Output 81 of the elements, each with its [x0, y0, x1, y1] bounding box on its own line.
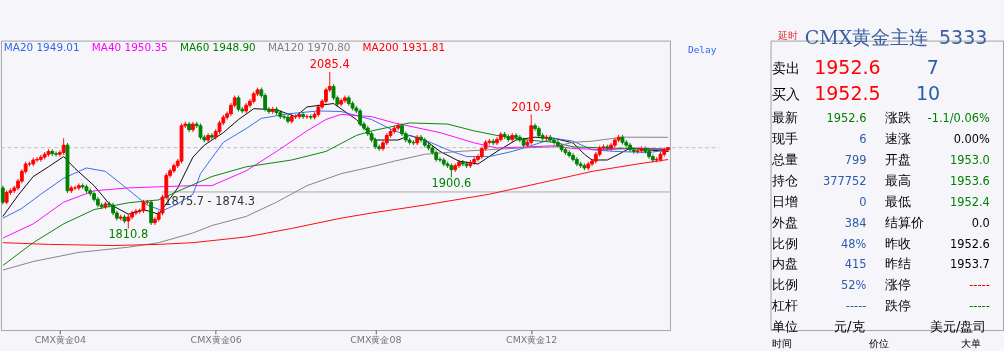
text: 5333	[939, 26, 988, 49]
annotation: 2010.9	[511, 99, 552, 114]
annotation: 1810.8	[108, 227, 149, 242]
text: 元/克	[834, 319, 865, 335]
text: 涨停	[885, 277, 912, 293]
text: 杠杆	[771, 298, 799, 314]
candlestick	[76, 182, 81, 191]
candlestick	[54, 150, 58, 158]
candlestick	[210, 132, 214, 140]
text: 799	[844, 153, 867, 167]
text: 日增	[772, 193, 799, 209]
text: 1953.7	[949, 257, 990, 272]
text: 415	[844, 257, 867, 272]
text: 1952.5	[814, 82, 881, 105]
text: 0	[859, 194, 867, 209]
text: 1952.6	[814, 55, 881, 78]
text: 0.0	[971, 215, 990, 230]
x-tick-label: CMX黄金04	[34, 333, 87, 345]
text: 384	[844, 215, 867, 230]
text: 单位	[772, 319, 799, 335]
candlestick	[149, 199, 153, 226]
text: MA20 1949.01	[3, 41, 80, 54]
text: 52%	[841, 278, 867, 293]
text: -----	[969, 299, 990, 314]
text: Delay	[687, 43, 717, 55]
text: 总量	[771, 152, 799, 167]
text: 10	[916, 82, 941, 105]
text: -----	[845, 299, 867, 314]
text: 6	[859, 132, 867, 147]
candlestick	[282, 113, 287, 120]
text: CMX黄金主连	[804, 26, 929, 49]
text: 结算价	[885, 214, 925, 230]
x-tick-label: CMX黄金06	[190, 333, 242, 345]
text: 7	[926, 55, 939, 78]
text: 买入	[772, 86, 801, 103]
text: 现手	[772, 131, 799, 147]
text: 速涨	[885, 131, 912, 147]
text: MA60 1948.90	[179, 41, 256, 54]
text: 比例	[772, 277, 799, 293]
text: 昨收	[885, 235, 912, 251]
text: 1952.6	[949, 236, 990, 251]
candlestick	[571, 152, 575, 163]
text: 昨结	[885, 256, 912, 272]
text: 1953.6	[949, 173, 990, 188]
text: 涨跌	[885, 110, 912, 126]
text: 跌停	[885, 298, 912, 314]
text: 延时	[776, 28, 798, 41]
annotation: 1900.6	[431, 175, 472, 190]
text: 比例	[772, 235, 799, 251]
text: MA120 1970.80	[267, 41, 351, 54]
text: MA200 1931.81	[362, 41, 446, 54]
text: 持仓	[772, 172, 799, 188]
text: -----	[969, 278, 990, 293]
text: 开盘	[885, 152, 912, 167]
candlestick	[0, 185, 5, 205]
text: 0.00%	[953, 132, 990, 147]
text: 1952.6	[826, 111, 867, 126]
text: 最高	[885, 172, 912, 188]
text: 377752	[822, 173, 867, 188]
annotation: 2085.4	[309, 57, 350, 72]
text: MA40 1950.35	[91, 41, 168, 54]
text: 美元/盘司	[929, 319, 987, 335]
x-tick-label: CMX黄金08	[350, 333, 402, 345]
text: 大单	[960, 337, 981, 350]
text: 外盘	[772, 214, 799, 230]
x-tick-label: CMX黄金12	[506, 333, 558, 345]
text: 内盘	[772, 256, 799, 272]
text: 48%	[841, 236, 867, 251]
text: 时间	[772, 337, 793, 350]
text: 1953.0	[949, 153, 990, 167]
text: -1.1/0.06%	[927, 111, 990, 126]
text: 最新	[772, 110, 799, 126]
candlestick	[35, 156, 39, 163]
text: 1952.4	[949, 194, 990, 209]
candlestick	[263, 92, 268, 112]
candlestick	[301, 111, 306, 120]
text: 最低	[885, 193, 912, 209]
text: 价位	[867, 337, 889, 350]
text: 卖出	[772, 59, 801, 76]
candlestick	[133, 208, 138, 216]
candlestick	[38, 154, 43, 163]
